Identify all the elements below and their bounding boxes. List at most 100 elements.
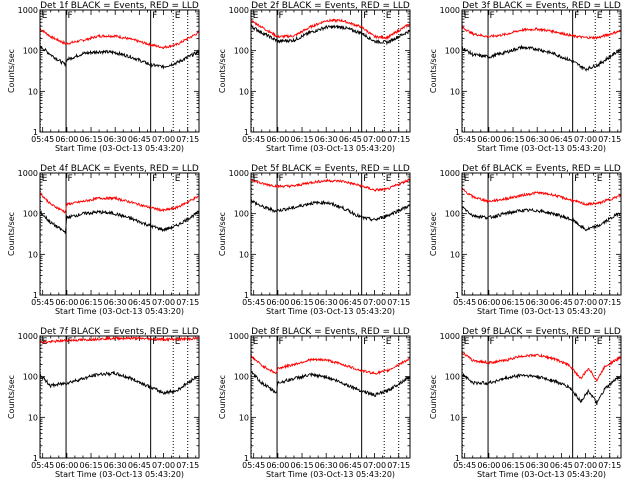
y-axis-label: Counts/sec: [429, 49, 438, 93]
x-tick-label: 07:00: [574, 135, 597, 144]
y-tick-label: 10: [450, 250, 460, 259]
plot-frame: [461, 335, 622, 459]
x-tick-label: 06:45: [128, 298, 151, 307]
x-tick-label: 06:15: [79, 135, 102, 144]
x-tick-label: 05:45: [453, 298, 476, 307]
events-series-line: [461, 205, 622, 232]
x-tick-label: 07:00: [363, 298, 386, 307]
x-tick-label: 07:00: [152, 461, 175, 470]
y-tick-label: 100: [445, 373, 460, 382]
marker-label: F: [363, 337, 368, 347]
marker-label: E: [464, 11, 470, 21]
marker-label: F: [68, 174, 73, 184]
marker-label: F: [490, 174, 495, 184]
marker-label: F: [574, 174, 579, 184]
plot-frame: [250, 172, 411, 296]
x-tick-label: 06:00: [55, 298, 78, 307]
y-tick-label: 10: [28, 413, 38, 422]
x-tick-label: 07:15: [387, 298, 410, 307]
y-tick-label: 1000: [229, 169, 249, 178]
x-tick-label: 06:15: [79, 461, 102, 470]
marker-label: F: [490, 11, 495, 21]
marker-label: F: [68, 337, 73, 347]
x-tick-label: 06:30: [526, 135, 549, 144]
y-axis-label: Counts/sec: [7, 375, 16, 419]
panel-title: Det 7f BLACK = Events, RED = LLD: [40, 327, 199, 337]
x-tick-label: 06:30: [315, 461, 338, 470]
lld-series-line: [461, 25, 622, 40]
x-tick-label: 06:30: [315, 135, 338, 144]
x-tick-label: 06:15: [79, 298, 102, 307]
panel-det-3: Det 3f BLACK = Events, RED = LLD 1 10 100 10…: [429, 1, 622, 153]
plot-frame: [250, 9, 411, 133]
y-tick-label: 1: [244, 291, 249, 300]
y-tick-label: 1: [33, 128, 38, 137]
y-tick-label: 1000: [18, 332, 38, 341]
panel-title: Det 6f BLACK = Events, RED = LLD: [462, 164, 621, 174]
x-tick-label: 05:45: [31, 461, 54, 470]
events-series-line: [250, 198, 411, 222]
marker-label: E: [175, 11, 181, 21]
marker-label: E: [386, 337, 392, 347]
x-tick-label: 06:00: [266, 298, 289, 307]
x-tick-label: 06:45: [550, 298, 573, 307]
y-axis-label: Counts/sec: [218, 212, 227, 256]
x-tick-label: 06:30: [526, 461, 549, 470]
y-tick-label: 100: [234, 373, 249, 382]
y-tick-label: 10: [239, 250, 249, 259]
lld-series-line: [461, 187, 622, 207]
x-tick-label: 06:00: [477, 135, 500, 144]
x-tick-label: 06:45: [550, 135, 573, 144]
marker-label: E: [175, 337, 181, 347]
panel-det-9: Det 9f BLACK = Events, RED = LLD 1 10 100 10…: [429, 327, 622, 479]
marker-label: F: [152, 174, 157, 184]
y-tick-label: 1000: [229, 6, 249, 15]
y-tick-label: 100: [23, 373, 38, 382]
y-tick-label: 1000: [229, 332, 249, 341]
y-tick-label: 10: [450, 413, 460, 422]
lld-series-line: [461, 350, 622, 382]
marker-label: E: [253, 337, 259, 347]
x-tick-label: 07:15: [387, 135, 410, 144]
y-tick-label: 1000: [440, 332, 460, 341]
panel-title: Det 8f BLACK = Events, RED = LLD: [251, 327, 410, 337]
plot-frame: [39, 172, 200, 296]
x-tick-label: 06:30: [104, 135, 127, 144]
marker-label: E: [464, 174, 470, 184]
x-axis-label: Start Time (03-Oct-13 05:43:20): [266, 307, 395, 316]
marker-label: E: [597, 337, 603, 347]
marker-label: F: [152, 337, 157, 347]
x-tick-label: 05:45: [242, 298, 265, 307]
y-tick-label: 100: [23, 47, 38, 56]
lld-series-line: [39, 335, 200, 344]
panel-det-6: Det 6f BLACK = Events, RED = LLD 1 10 100 10…: [429, 164, 622, 316]
marker-label: F: [68, 11, 73, 21]
x-tick-label: 07:15: [176, 461, 199, 470]
y-tick-label: 100: [23, 210, 38, 219]
y-axis-label: Counts/sec: [7, 49, 16, 93]
panel-det-7: Det 7f BLACK = Events, RED = LLD 1 10 100 10…: [7, 327, 200, 479]
x-tick-label: 07:15: [598, 461, 621, 470]
plot-frame: [461, 172, 622, 296]
x-tick-label: 06:15: [290, 298, 313, 307]
x-tick-label: 05:45: [31, 298, 54, 307]
x-tick-label: 07:00: [152, 298, 175, 307]
x-tick-label: 05:45: [453, 461, 476, 470]
marker-label: E: [253, 174, 259, 184]
y-tick-label: 10: [239, 413, 249, 422]
y-axis-label: Counts/sec: [429, 375, 438, 419]
y-tick-label: 1: [244, 454, 249, 463]
y-tick-label: 100: [445, 210, 460, 219]
y-tick-label: 1000: [440, 169, 460, 178]
panel-title: Det 1f BLACK = Events, RED = LLD: [40, 1, 199, 11]
x-tick-label: 06:15: [290, 461, 313, 470]
marker-label: F: [490, 337, 495, 347]
panel-det-4: Det 4f BLACK = Events, RED = LLD 1 10 100 10…: [7, 164, 200, 316]
y-axis-label: Counts/sec: [429, 212, 438, 256]
plot-frame: [461, 9, 622, 133]
events-series-line: [39, 44, 200, 70]
x-tick-label: 06:15: [290, 135, 313, 144]
x-tick-label: 06:30: [104, 298, 127, 307]
x-tick-label: 05:45: [31, 135, 54, 144]
